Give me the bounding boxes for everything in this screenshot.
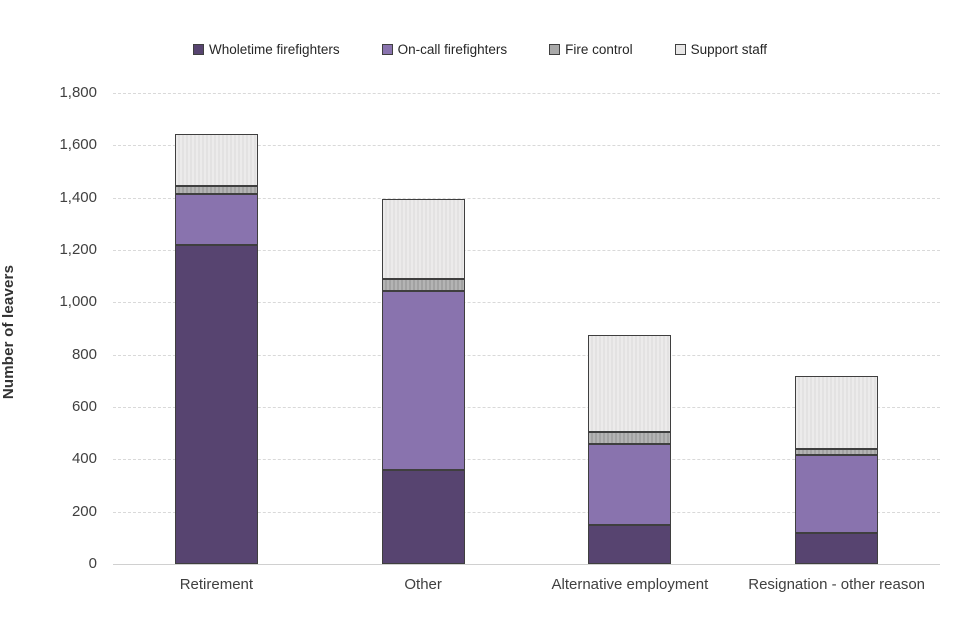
legend-item: Support staff <box>674 42 767 57</box>
x-axis-category-label: Retirement <box>179 576 254 593</box>
bar-segment-fire-control <box>795 448 879 456</box>
legend-label: On-call firefighters <box>397 42 508 57</box>
y-tick-label: 800 <box>71 345 97 363</box>
legend-label: Support staff <box>690 42 767 57</box>
bar-retirement <box>174 133 258 564</box>
gridline <box>113 197 940 199</box>
bar-segment-on-call-firefighters <box>795 455 879 533</box>
legend-label: Wholetime firefighters <box>209 42 340 57</box>
x-axis-category-label: Other <box>404 576 442 593</box>
gridline <box>113 407 940 408</box>
bar-segment-support-staff <box>174 133 258 186</box>
y-tick-label: 1,600 <box>59 136 97 154</box>
legend-item: Fire control <box>549 42 633 57</box>
legend-swatch-icon <box>549 44 561 55</box>
gridline <box>113 93 940 94</box>
bar-segment-wholetime-firefighters <box>795 532 879 564</box>
legend-swatch-icon <box>193 44 205 55</box>
y-tick-label: 400 <box>71 450 97 468</box>
gridline <box>113 354 940 356</box>
bar-segment-on-call-firefighters <box>174 193 258 245</box>
y-tick-label: 1,200 <box>59 241 97 258</box>
y-tick-label: 1,800 <box>59 84 97 101</box>
bar-segment-support-staff <box>588 335 672 432</box>
bar-segment-fire-control <box>381 278 465 291</box>
bar-segment-support-staff <box>795 375 879 449</box>
y-tick-label: 200 <box>71 502 97 520</box>
y-tick-label: 600 <box>71 398 97 415</box>
legend-item: On-call firefighters <box>381 42 508 57</box>
gridline <box>113 564 940 565</box>
bar-segment-fire-control <box>174 185 258 194</box>
x-axis-category-label: Alternative employment <box>551 576 709 593</box>
bar-other <box>381 199 465 564</box>
x-axis-labels: Retirement Other Alternative employment Res… <box>113 574 940 596</box>
bar-alternative-employment <box>588 335 672 564</box>
plot-area <box>113 93 940 565</box>
gridline <box>113 511 940 513</box>
bar-resignation-other-reason <box>795 375 879 564</box>
y-tick-label: 1,400 <box>59 188 97 206</box>
gridline <box>113 250 940 251</box>
bar-segment-support-staff <box>381 199 465 279</box>
bar-segment-fire-control <box>588 431 672 444</box>
bar-segment-on-call-firefighters <box>588 443 672 525</box>
legend-swatch-icon <box>674 44 686 55</box>
legend-swatch-icon <box>381 44 393 55</box>
y-tick-label: 0 <box>88 555 97 572</box>
bar-segment-wholetime-firefighters <box>381 469 465 564</box>
legend-label: Fire control <box>565 42 633 57</box>
gridline <box>113 302 940 304</box>
y-tick-label: 1,000 <box>59 293 97 311</box>
gridline <box>113 145 940 147</box>
bar-segment-wholetime-firefighters <box>174 244 258 564</box>
bar-segment-wholetime-firefighters <box>588 524 672 564</box>
legend: Wholetime firefighters On-call firefighte… <box>0 42 960 57</box>
gridline <box>113 459 940 461</box>
bar-segment-on-call-firefighters <box>381 290 465 470</box>
legend-item: Wholetime firefighters <box>193 42 340 57</box>
x-axis-category-label: Resignation - other reason <box>748 576 926 593</box>
